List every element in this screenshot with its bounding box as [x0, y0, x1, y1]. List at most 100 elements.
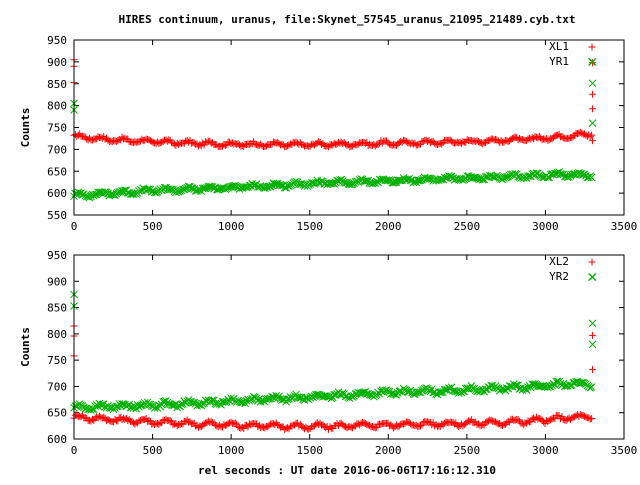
y-tick-label: 600 — [47, 433, 67, 446]
series-YR2 — [70, 273, 597, 414]
data-point — [436, 175, 445, 184]
legend-label: YR2 — [549, 270, 569, 283]
data-point — [371, 424, 379, 432]
x-tick-label: 3000 — [532, 220, 559, 233]
data-point-outlier — [589, 366, 597, 374]
data-point — [336, 176, 344, 184]
data-point — [191, 399, 200, 408]
x-axis-label: rel seconds : UT date 2016-06-06T17:16:1… — [198, 464, 496, 477]
data-point — [579, 170, 587, 179]
data-point — [241, 399, 249, 408]
legend-label: XL2 — [549, 255, 569, 268]
y-tick-label: 850 — [47, 78, 67, 91]
data-point — [409, 178, 418, 187]
data-point — [188, 398, 197, 407]
data-point — [113, 188, 122, 197]
data-point — [545, 382, 554, 391]
data-point — [200, 184, 208, 192]
chart-title: HIRES continuum, uranus, file:Skynet_575… — [119, 13, 576, 26]
x-tick-label: 1500 — [296, 444, 323, 457]
data-point — [463, 384, 472, 393]
data-point — [570, 170, 579, 179]
data-point — [143, 185, 152, 194]
data-point — [415, 176, 423, 185]
x-tick-label: 3500 — [611, 220, 638, 233]
data-point — [179, 185, 187, 194]
x-tick-label: 0 — [71, 220, 78, 233]
y-tick-label: 600 — [47, 187, 67, 200]
data-point — [340, 178, 348, 187]
data-point — [588, 415, 596, 423]
legend-label: YR1 — [549, 55, 569, 68]
data-point-outlier — [589, 331, 597, 339]
x-tick-label: 2000 — [375, 220, 402, 233]
data-point — [417, 422, 424, 430]
data-point — [263, 394, 272, 403]
y-tick-label: 900 — [47, 275, 67, 288]
legend-marker — [588, 258, 596, 266]
y-tick-label: 950 — [47, 249, 67, 262]
x-tick-label: 1000 — [218, 220, 245, 233]
data-point — [361, 177, 370, 185]
data-point — [166, 185, 175, 194]
data-point — [276, 181, 285, 189]
x-tick-label: 2500 — [454, 444, 481, 457]
data-point — [187, 184, 196, 192]
data-point — [272, 391, 281, 400]
data-point — [587, 173, 596, 182]
data-point — [229, 182, 238, 190]
data-point — [444, 384, 453, 392]
y-tick-label: 550 — [47, 209, 67, 222]
x-tick-label: 2000 — [375, 444, 402, 457]
data-point — [109, 190, 118, 199]
data-point — [511, 382, 520, 390]
x-tick-label: 500 — [143, 220, 163, 233]
y-tick-label: 950 — [47, 34, 67, 47]
data-point-outlier — [589, 105, 597, 113]
y-axis-label: Counts — [19, 108, 32, 148]
data-point — [375, 389, 384, 398]
data-point — [166, 417, 174, 425]
y-tick-label: 750 — [47, 122, 67, 135]
data-point-outlier — [589, 137, 597, 145]
data-point — [413, 388, 422, 396]
plot-frame — [73, 39, 625, 216]
x-tick-label: 1000 — [218, 444, 245, 457]
x-tick-label: 3500 — [611, 444, 638, 457]
data-point-outlier — [588, 319, 597, 328]
y-tick-label: 900 — [47, 56, 67, 69]
series-XL2 — [70, 322, 597, 433]
data-point — [587, 383, 596, 391]
x-tick-label: 1500 — [296, 220, 323, 233]
data-point — [524, 172, 532, 181]
legend-label: XL1 — [549, 40, 569, 53]
data-point — [231, 419, 239, 427]
chart-panel-2: 0 500 1000 1500 2000 2500 3000 3500 600 650 700 750… — [19, 249, 637, 457]
data-point — [97, 401, 105, 409]
data-point-outlier — [588, 119, 597, 127]
plot-frame — [73, 254, 625, 440]
data-point — [501, 173, 510, 182]
data-point — [381, 386, 389, 395]
data-point-outlier — [588, 340, 597, 349]
data-point — [150, 188, 159, 197]
data-point — [436, 388, 445, 397]
x-tick-label: 500 — [143, 444, 163, 457]
series-XL1 — [70, 56, 597, 151]
data-point — [133, 189, 142, 198]
y-tick-label: 650 — [47, 165, 67, 178]
data-point — [307, 392, 316, 401]
data-point — [512, 381, 521, 390]
data-point — [529, 380, 538, 389]
data-point — [265, 182, 274, 191]
data-point — [588, 131, 596, 139]
data-point — [552, 377, 561, 386]
data-point — [224, 183, 233, 192]
data-point — [497, 174, 505, 183]
legend-marker — [588, 58, 596, 66]
x-tick-label: 2500 — [454, 220, 481, 233]
data-point — [221, 141, 229, 149]
y-tick-label: 800 — [47, 328, 67, 341]
data-point — [556, 170, 565, 178]
